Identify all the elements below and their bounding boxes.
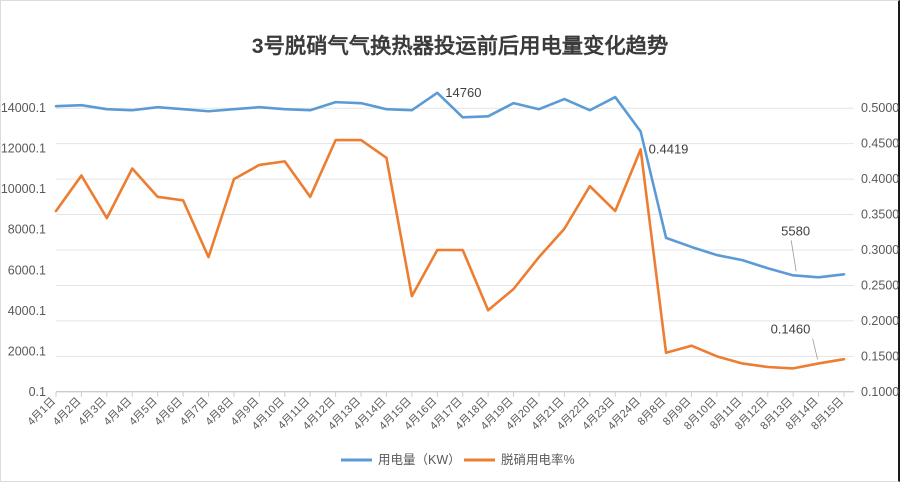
svg-text:5580: 5580: [781, 223, 810, 238]
svg-text:2000.1: 2000.1: [8, 344, 46, 358]
svg-text:0.2000: 0.2000: [861, 314, 899, 328]
svg-text:0.4500: 0.4500: [861, 137, 899, 151]
svg-text:0.4419: 0.4419: [649, 141, 689, 156]
svg-text:0.4000: 0.4000: [861, 172, 899, 186]
svg-text:6000.1: 6000.1: [8, 263, 46, 277]
svg-text:3号脱硝气气换热器投运前后用电量变化趋势: 3号脱硝气气换热器投运前后用电量变化趋势: [252, 33, 669, 58]
svg-text:14760: 14760: [445, 85, 481, 100]
svg-text:0.2500: 0.2500: [861, 278, 899, 292]
svg-text:8000.1: 8000.1: [8, 223, 46, 237]
svg-text:12000.1: 12000.1: [1, 142, 46, 156]
svg-text:用电量（KW）: 用电量（KW）: [378, 453, 461, 467]
svg-text:10000.1: 10000.1: [1, 182, 46, 196]
svg-text:0.1: 0.1: [29, 385, 46, 399]
svg-text:0.3000: 0.3000: [861, 243, 899, 257]
svg-text:0.1460: 0.1460: [771, 321, 811, 336]
svg-text:14000.1: 14000.1: [1, 101, 46, 115]
svg-text:0.3500: 0.3500: [861, 208, 899, 222]
svg-text:4000.1: 4000.1: [8, 304, 46, 318]
svg-text:0.1500: 0.1500: [861, 349, 899, 363]
svg-text:0.1000: 0.1000: [861, 385, 899, 399]
svg-text:脱硝用电率%: 脱硝用电率%: [501, 452, 575, 467]
svg-text:0.5000: 0.5000: [861, 101, 899, 115]
